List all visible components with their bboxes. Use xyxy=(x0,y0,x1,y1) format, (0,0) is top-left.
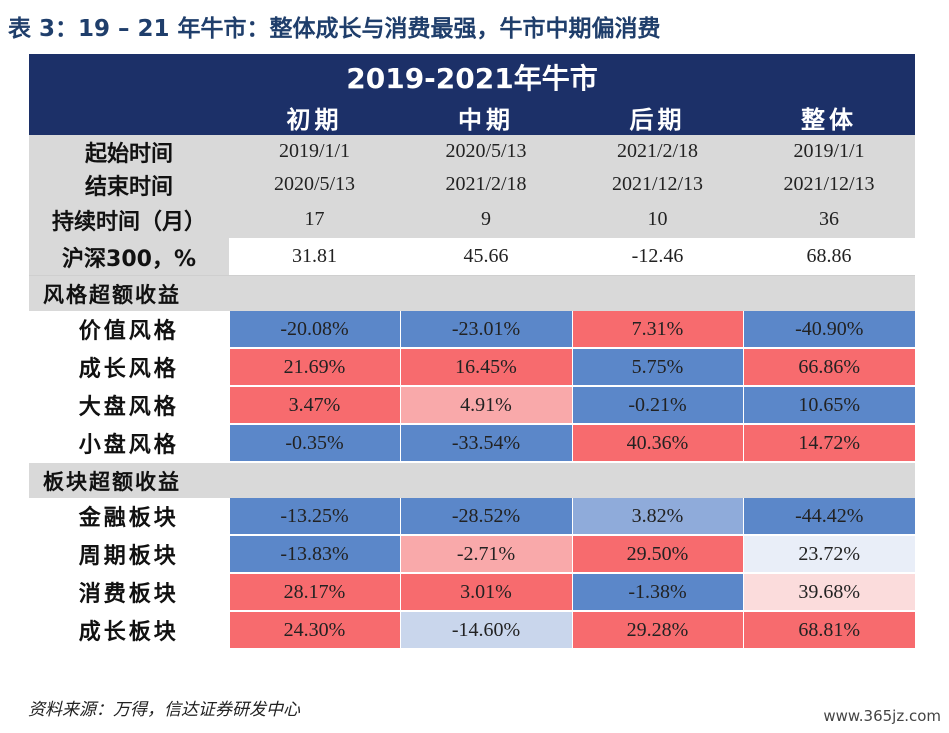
sector-row: 金融板块 -13.25% -28.52% 3.82% -44.42% xyxy=(29,498,915,536)
sector-section-title: 板块超额收益 xyxy=(29,462,915,498)
sector-value-cell: 3.82% xyxy=(571,498,743,536)
hs300-cell: 45.66 xyxy=(400,238,572,276)
start-date-cell: 2019/1/1 xyxy=(229,135,400,168)
start-date-row: 起始时间 2019/1/1 2020/5/13 2021/2/18 2019/1… xyxy=(29,135,915,168)
style-value-cell: 66.86% xyxy=(742,348,915,387)
table-title-row: 2019-2021年牛市 xyxy=(29,54,915,100)
duration-cell: 10 xyxy=(572,201,743,238)
sector-value-cell: -1.38% xyxy=(571,573,743,612)
style-row-label: 小盘风格 xyxy=(29,424,229,463)
end-date-cell: 2021/12/13 xyxy=(743,168,915,201)
style-value-cell: 10.65% xyxy=(742,386,915,425)
sector-value-cell: -2.71% xyxy=(399,535,572,574)
column-header: 后期 xyxy=(572,100,743,135)
duration-cell: 17 xyxy=(229,201,400,238)
style-value-cell: 14.72% xyxy=(742,424,915,463)
bull-market-table: 2019-2021年牛市 初期 中期 后期 整体 起始时间 2019/1/1 2… xyxy=(29,54,915,650)
sector-value-cell: 68.81% xyxy=(742,611,915,650)
sector-value-cell: 29.50% xyxy=(571,535,743,574)
header-blank xyxy=(29,100,229,135)
sector-value-cell: 23.72% xyxy=(742,535,915,574)
hs300-cell: -12.46 xyxy=(572,238,743,276)
sector-row-label: 成长板块 xyxy=(29,611,229,650)
style-value-cell: -40.90% xyxy=(742,311,915,349)
column-header: 初期 xyxy=(229,100,400,135)
start-date-cell: 2021/2/18 xyxy=(572,135,743,168)
watermark: www.365jz.com xyxy=(823,707,941,725)
style-row-label: 成长风格 xyxy=(29,348,229,387)
sector-value-cell: -44.42% xyxy=(742,498,915,536)
end-date-cell: 2020/5/13 xyxy=(229,168,400,201)
hs300-cell: 68.86 xyxy=(743,238,915,276)
sector-row-label: 周期板块 xyxy=(29,535,229,574)
style-row-label: 价值风格 xyxy=(29,311,229,349)
sector-value-cell: -14.60% xyxy=(399,611,572,650)
style-row: 小盘风格 -0.35% -33.54% 40.36% 14.72% xyxy=(29,424,915,463)
sector-value-cell: 24.30% xyxy=(228,611,400,650)
sector-row-label: 金融板块 xyxy=(29,498,229,536)
table-title: 2019-2021年牛市 xyxy=(29,54,915,100)
sector-value-cell: 39.68% xyxy=(742,573,915,612)
style-value-cell: -20.08% xyxy=(228,311,400,349)
sector-value-cell: -13.83% xyxy=(228,535,400,574)
sector-row: 成长板块 24.30% -14.60% 29.28% 68.81% xyxy=(29,611,915,650)
style-section-title: 风格超额收益 xyxy=(29,275,915,311)
duration-label: 持续时间（月） xyxy=(29,201,229,238)
style-value-cell: 5.75% xyxy=(571,348,743,387)
column-header-row: 初期 中期 后期 整体 xyxy=(29,100,915,135)
start-date-label: 起始时间 xyxy=(29,135,229,168)
column-header: 中期 xyxy=(400,100,572,135)
style-row-label: 大盘风格 xyxy=(29,386,229,425)
style-row: 成长风格 21.69% 16.45% 5.75% 66.86% xyxy=(29,348,915,387)
sector-value-cell: 28.17% xyxy=(228,573,400,612)
style-value-cell: 3.47% xyxy=(228,386,400,425)
end-date-label: 结束时间 xyxy=(29,168,229,201)
sector-value-cell: -28.52% xyxy=(399,498,572,536)
style-value-cell: 16.45% xyxy=(399,348,572,387)
sector-row-label: 消费板块 xyxy=(29,573,229,612)
sector-row: 消费板块 28.17% 3.01% -1.38% 39.68% xyxy=(29,573,915,612)
hs300-label: 沪深300，% xyxy=(29,238,229,276)
style-value-cell: 7.31% xyxy=(571,311,743,349)
end-date-cell: 2021/2/18 xyxy=(400,168,572,201)
duration-cell: 9 xyxy=(400,201,572,238)
end-date-row: 结束时间 2020/5/13 2021/2/18 2021/12/13 2021… xyxy=(29,168,915,201)
start-date-cell: 2019/1/1 xyxy=(743,135,915,168)
style-section-row: 风格超额收益 xyxy=(29,275,915,311)
sector-value-cell: 29.28% xyxy=(571,611,743,650)
style-value-cell: 21.69% xyxy=(228,348,400,387)
sector-value-cell: 3.01% xyxy=(399,573,572,612)
style-value-cell: -0.35% xyxy=(228,424,400,463)
duration-cell: 36 xyxy=(743,201,915,238)
sector-row: 周期板块 -13.83% -2.71% 29.50% 23.72% xyxy=(29,535,915,574)
style-value-cell: -0.21% xyxy=(571,386,743,425)
style-value-cell: 40.36% xyxy=(571,424,743,463)
table-caption: 表 3：19 – 21 年牛市：整体成长与消费最强，牛市中期偏消费 xyxy=(8,16,661,42)
style-value-cell: -33.54% xyxy=(399,424,572,463)
start-date-cell: 2020/5/13 xyxy=(400,135,572,168)
end-date-cell: 2021/12/13 xyxy=(572,168,743,201)
duration-row: 持续时间（月） 17 9 10 36 xyxy=(29,201,915,238)
style-value-cell: -23.01% xyxy=(399,311,572,349)
column-header: 整体 xyxy=(743,100,915,135)
hs300-cell: 31.81 xyxy=(229,238,400,276)
style-value-cell: 4.91% xyxy=(399,386,572,425)
source-note: 资料来源：万得，信达证券研发中心 xyxy=(28,700,300,720)
style-row: 价值风格 -20.08% -23.01% 7.31% -40.90% xyxy=(29,311,915,349)
sector-section-row: 板块超额收益 xyxy=(29,462,915,498)
sector-value-cell: -13.25% xyxy=(228,498,400,536)
hs300-row: 沪深300，% 31.81 45.66 -12.46 68.86 xyxy=(29,238,915,276)
style-row: 大盘风格 3.47% 4.91% -0.21% 10.65% xyxy=(29,386,915,425)
